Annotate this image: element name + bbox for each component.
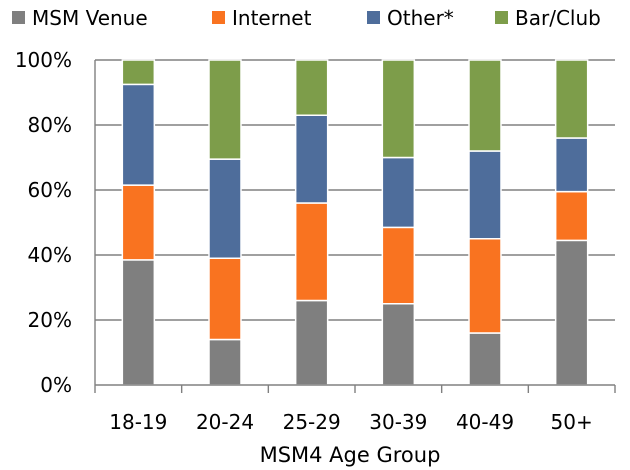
bar-segment-msm-venue (294, 299, 329, 386)
bar-segment-bar-club (468, 59, 502, 152)
x-tick-label: 25-29 (283, 410, 341, 434)
bar-segment-msm-venue (554, 239, 589, 386)
axes (94, 60, 616, 393)
legend-label: MSM Venue (32, 6, 148, 30)
y-tick-label: 20% (28, 308, 72, 332)
bar-segment-other (294, 114, 329, 204)
bar-segment-internet (121, 184, 156, 261)
legend-item: Internet (212, 6, 312, 30)
legend: MSM Venue Internet Other* Bar/Club (12, 6, 601, 30)
bar-segment-bar-club (121, 59, 156, 86)
bars (121, 59, 589, 386)
bar-segment-msm-venue (468, 332, 502, 386)
legend-swatch (12, 11, 25, 24)
x-tick-label: 20-24 (196, 410, 254, 434)
bar-segment-other (381, 156, 416, 229)
bar-segment-other (554, 137, 589, 193)
x-tick-label: 40-49 (456, 410, 514, 434)
x-tick-label: 18-19 (109, 410, 167, 434)
bar-segment-msm-venue (381, 303, 416, 386)
legend-item: MSM Venue (12, 6, 148, 30)
bar-segment-bar-club (294, 59, 329, 116)
bar-segment-msm-venue (208, 338, 242, 386)
legend-swatch (367, 11, 380, 24)
legend-label: Bar/Club (515, 6, 601, 30)
bar-segment-bar-club (381, 59, 416, 159)
bar-segment-internet (554, 190, 589, 242)
legend-item: Other* (367, 6, 454, 30)
bar-segment-other (121, 83, 156, 186)
legend-item: Bar/Club (495, 6, 601, 30)
bar-segment-internet (294, 202, 329, 302)
bar-segment-bar-club (208, 59, 242, 160)
bar-segment-bar-club (554, 59, 589, 139)
legend-label: Internet (232, 6, 312, 30)
bar-segment-internet (208, 257, 242, 341)
x-tick-labels: 18-19 20-24 25-29 30-39 40-49 50+ (109, 410, 593, 434)
y-tick-labels: 0% 20% 40% 60% 80% 100% (15, 48, 72, 397)
y-tick-label: 60% (28, 178, 72, 202)
x-axis-title: MSM4 Age Group (260, 443, 441, 467)
legend-label: Other* (387, 6, 454, 30)
legend-swatch (495, 11, 508, 24)
x-tick-label: 50+ (551, 410, 593, 434)
bar-segment-internet (468, 238, 502, 334)
y-tick-label: 0% (40, 373, 72, 397)
bar-segment-other (468, 150, 502, 240)
y-tick-label: 100% (15, 48, 72, 72)
y-tick-label: 40% (28, 243, 72, 267)
bar-segment-msm-venue (121, 259, 156, 386)
legend-swatch (212, 11, 225, 24)
bar-segment-other (208, 158, 242, 259)
gridlines (95, 59, 615, 321)
bar-segment-internet (381, 226, 416, 305)
x-tick-label: 30-39 (369, 410, 427, 434)
y-tick-label: 80% (28, 113, 72, 137)
